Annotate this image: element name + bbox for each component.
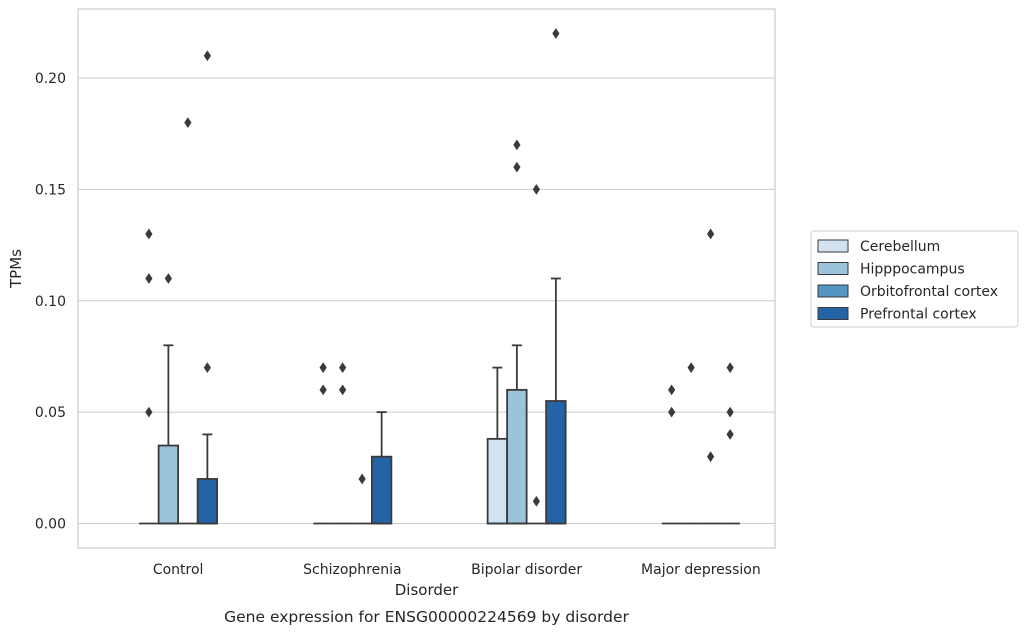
outlier-point	[513, 161, 521, 173]
legend-swatch	[817, 262, 849, 275]
legend-swatch	[817, 284, 849, 298]
legend-label: Prefrontal cortex	[860, 307, 977, 323]
outlier-point	[726, 406, 734, 418]
outlier-point	[532, 495, 540, 507]
legend-swatch	[817, 239, 849, 253]
y-tick-label: 0.10	[35, 294, 66, 310]
x-tick-label: Control	[153, 562, 204, 578]
box-rect	[370, 455, 393, 525]
chart-caption: Gene expression for ENSG00000224569 by d…	[224, 608, 629, 626]
outlier-point	[358, 473, 366, 485]
x-tick-label: Schizophrenia	[303, 562, 401, 578]
box-group	[196, 50, 219, 525]
x-axis-ticks: Control Schizophrenia Bipolar disorder Majo…	[153, 562, 761, 578]
box-group	[370, 411, 393, 525]
box-rect	[486, 437, 509, 525]
boxes	[139, 28, 740, 525]
legend-item: Prefrontal cortex	[817, 307, 977, 323]
outlier-point	[513, 139, 521, 151]
y-tick-label: 0.05	[35, 405, 66, 421]
box-group	[681, 362, 701, 525]
outlier-point	[319, 362, 327, 373]
outlier-point	[339, 384, 347, 396]
grid-lines	[78, 77, 775, 524]
box-rect	[545, 400, 567, 525]
outlier-point	[707, 451, 715, 463]
outlier-point	[726, 429, 734, 440]
legend-item: Cerebellum	[817, 239, 940, 255]
box-group	[352, 473, 372, 525]
box-rect	[506, 388, 528, 525]
x-tick-label: Major depression	[641, 562, 761, 578]
outlier-point	[319, 384, 327, 396]
outlier-point	[707, 228, 715, 240]
outlier-point	[203, 362, 211, 373]
legend: Cerebellum Hipppocampus Orbitofrontal cort…	[810, 230, 1019, 328]
outlier-point	[339, 362, 347, 373]
legend-item: Hipppocampus	[817, 262, 965, 278]
y-tick-label: 0.15	[35, 182, 66, 198]
box-group	[526, 184, 547, 525]
outlier-point	[726, 362, 734, 373]
box-group	[178, 117, 198, 525]
legend-swatch	[817, 307, 849, 320]
legend-label: Hipppocampus	[860, 262, 965, 278]
outlier-point	[532, 184, 540, 195]
legend-item: Orbitofrontal cortex	[817, 284, 998, 300]
legend-frame	[810, 230, 1019, 328]
y-axis-ticks: 0.00 0.05 0.10 0.15 0.20	[35, 71, 66, 532]
box-group	[486, 366, 509, 525]
box-group	[157, 273, 180, 525]
outlier-point	[145, 273, 153, 284]
box-group	[700, 228, 721, 525]
y-tick-label: 0.20	[35, 71, 66, 87]
outlier-point	[184, 117, 192, 128]
outlier-point	[164, 273, 172, 284]
box-group	[313, 362, 333, 525]
legend-label: Orbitofrontal cortex	[860, 284, 998, 300]
x-tick-label: Bipolar disorder	[471, 562, 582, 578]
outlier-point	[203, 50, 211, 62]
y-axis-title: TPMs	[7, 249, 25, 289]
outlier-point	[668, 406, 676, 418]
box-group	[661, 384, 682, 525]
outlier-point	[668, 384, 676, 396]
box-group	[720, 362, 740, 525]
y-tick-label: 0.00	[35, 517, 66, 533]
outlier-point	[687, 362, 695, 373]
box-group	[545, 28, 567, 525]
box-rect	[196, 478, 219, 525]
box-group	[506, 139, 528, 525]
outlier-point	[145, 406, 153, 418]
outlier-point	[145, 228, 153, 240]
outlier-point	[552, 28, 560, 39]
box-group	[332, 362, 353, 525]
legend-label: Cerebellum	[860, 239, 940, 255]
box-rect	[157, 444, 180, 525]
plot-area-frame	[77, 8, 776, 549]
x-axis-title: Disorder	[395, 581, 459, 599]
